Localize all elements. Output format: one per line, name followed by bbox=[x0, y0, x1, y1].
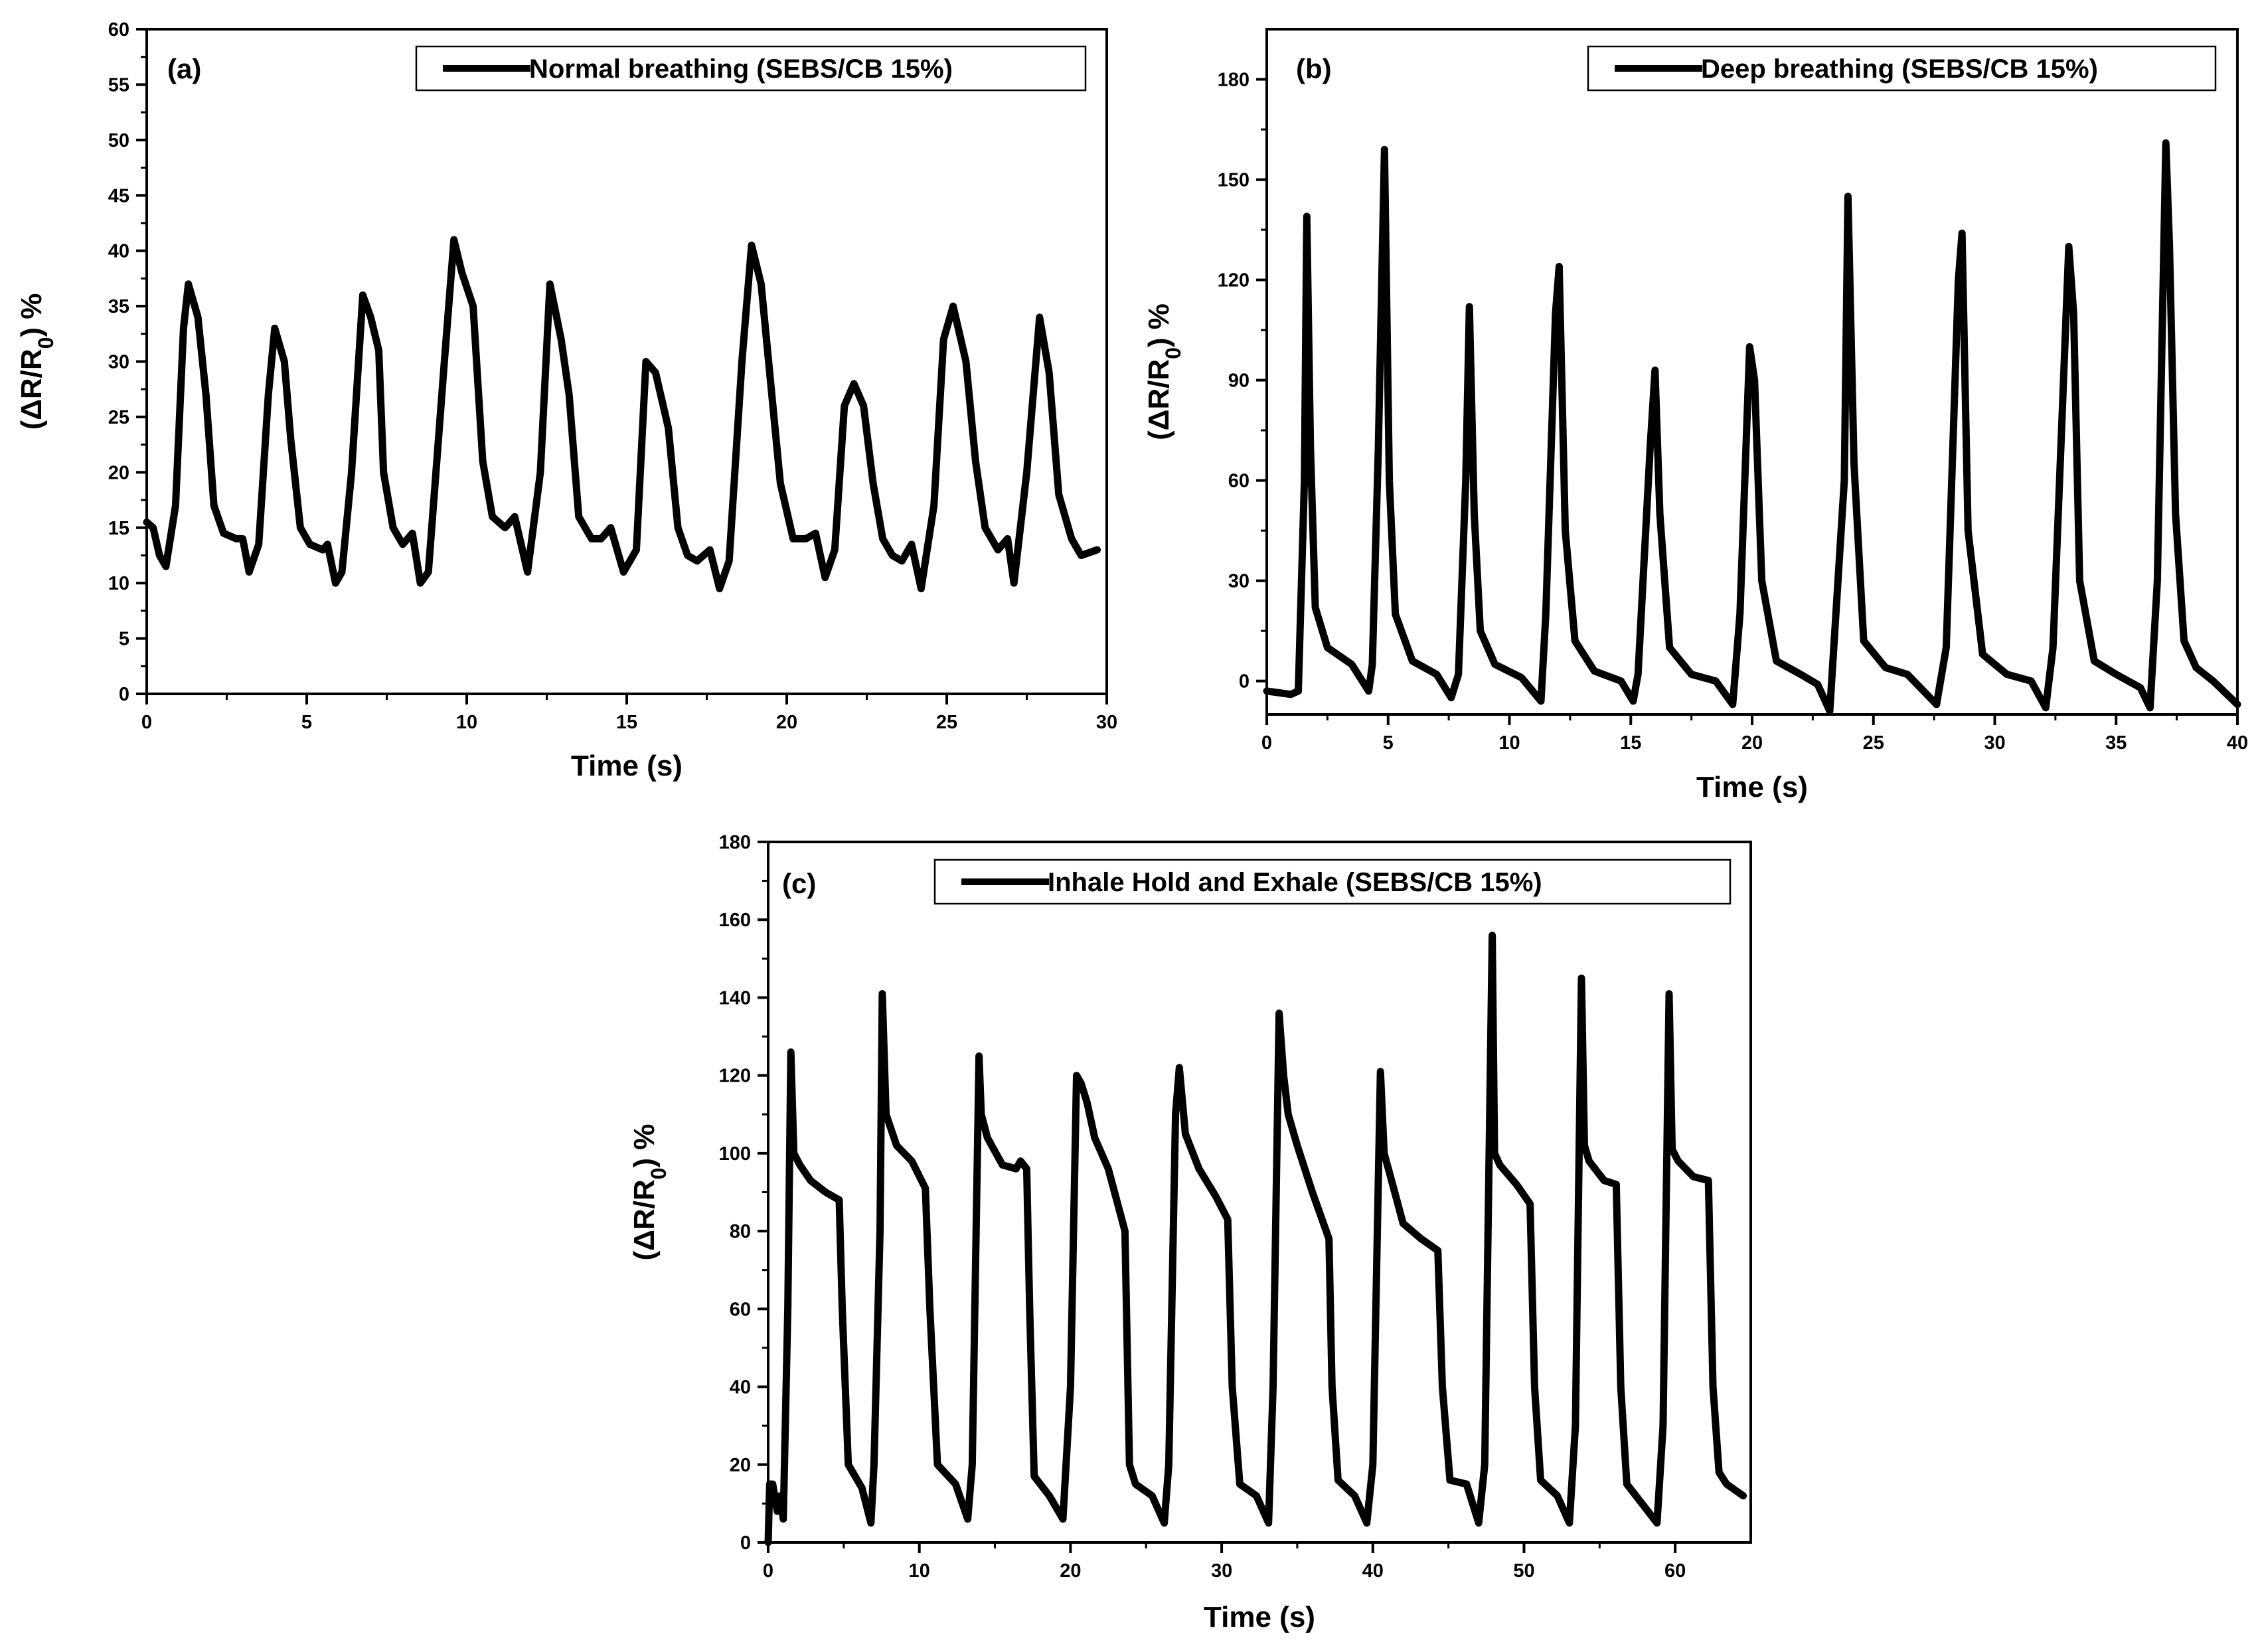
y-axis-title-a-tail: ) % bbox=[15, 293, 48, 337]
y-tick-label-a: 60 bbox=[108, 19, 129, 41]
x-tick-label-b: 25 bbox=[1863, 732, 1884, 754]
panel-label-c: (c) bbox=[782, 868, 816, 899]
x-tick-label-c: 0 bbox=[763, 1560, 773, 1582]
y-tick-label-a: 55 bbox=[108, 74, 129, 96]
y-tick-label-c: 60 bbox=[730, 1299, 751, 1320]
legend-c: Inhale Hold and Exhale (SEBS/CB 15%) bbox=[933, 859, 1732, 905]
x-tick-label-b: 20 bbox=[1741, 732, 1763, 754]
x-tick-label-a: 25 bbox=[936, 712, 957, 733]
x-axis-title-b: Time (s) bbox=[1696, 771, 1808, 803]
y-tick-label-c: 20 bbox=[730, 1455, 751, 1476]
y-tick-label-b: 30 bbox=[1228, 571, 1250, 592]
y-tick-label-b: 90 bbox=[1228, 371, 1250, 392]
y-tick-label-b: 180 bbox=[1218, 70, 1250, 91]
x-tick-label-b: 10 bbox=[1498, 732, 1520, 754]
y-axis-title-a-main: (ΔR/R bbox=[15, 349, 48, 430]
y-axis-title-c-tail: ) % bbox=[628, 1124, 661, 1168]
y-axis-title-c-main: (ΔR/R bbox=[628, 1179, 661, 1260]
y-tick-label-c: 120 bbox=[719, 1066, 751, 1087]
y-tick-label-c: 0 bbox=[740, 1532, 751, 1554]
x-tick-label-a: 10 bbox=[456, 712, 477, 733]
y-tick-label-c: 100 bbox=[719, 1143, 751, 1165]
x-axis-title-a: Time (s) bbox=[571, 750, 683, 782]
x-tick-label-b: 40 bbox=[2227, 732, 2248, 754]
x-tick-label-a: 15 bbox=[616, 712, 637, 733]
y-axis-title-a: (ΔR/R0) % bbox=[15, 293, 58, 430]
y-tick-label-b: 0 bbox=[1239, 671, 1250, 693]
x-tick-label-c: 20 bbox=[1060, 1560, 1081, 1582]
plot-frame-c bbox=[767, 841, 1752, 1544]
panel-label-b: (b) bbox=[1296, 53, 1332, 84]
y-tick-label-a: 50 bbox=[108, 130, 129, 151]
panel-b: 0 5 10 15 20 25 30 35 40 0 30 60 90 120 150 180 (b) Dee… bbox=[1143, 28, 2249, 803]
y-tick-label-a: 10 bbox=[108, 573, 129, 594]
legend-label-a: Normal breathing (SEBS/CB 15%) bbox=[529, 54, 953, 84]
axis-ticks-b: 0 5 10 15 20 25 30 35 40 0 30 60 90 120 150 180 bbox=[1218, 70, 2249, 754]
panel-a: 0 5 10 15 20 25 30 0 5 10 15 20 25 30 35 40 45 50 55 60 (a)… bbox=[15, 19, 1117, 782]
x-tick-label-c: 30 bbox=[1211, 1560, 1232, 1582]
y-axis-title-a-subscript: 0 bbox=[34, 337, 58, 349]
y-tick-label-c: 80 bbox=[730, 1221, 751, 1242]
y-tick-label-a: 45 bbox=[108, 185, 129, 206]
y-tick-label-b: 60 bbox=[1228, 471, 1250, 492]
x-tick-label-b: 15 bbox=[1620, 732, 1641, 754]
axis-ticks-a: 0 5 10 15 20 25 30 0 5 10 15 20 25 30 35 40 45 50 55 60 bbox=[108, 19, 1117, 733]
x-tick-label-b: 5 bbox=[1383, 732, 1394, 754]
x-tick-label-a: 30 bbox=[1096, 712, 1117, 733]
y-tick-label-c: 140 bbox=[719, 987, 751, 1009]
x-tick-label-a: 5 bbox=[301, 712, 312, 733]
y-axis-title-c-subscript: 0 bbox=[647, 1168, 671, 1180]
panel-label-a: (a) bbox=[167, 53, 201, 84]
legend-label-c: Inhale Hold and Exhale (SEBS/CB 15%) bbox=[1048, 868, 1542, 897]
y-axis-title-b-main: (ΔR/R bbox=[1143, 359, 1175, 440]
x-tick-label-c: 60 bbox=[1664, 1560, 1686, 1582]
axis-ticks-c: 0 10 20 30 40 50 60 0 20 40 60 80 100 120 140 160 180 bbox=[719, 832, 1686, 1582]
legend-a: Normal breathing (SEBS/CB 15%) bbox=[415, 45, 1087, 92]
x-tick-label-b: 0 bbox=[1261, 732, 1272, 754]
y-tick-label-a: 15 bbox=[108, 518, 129, 539]
y-axis-title-c: (ΔR/R0) % bbox=[628, 1124, 671, 1261]
y-tick-label-b: 120 bbox=[1218, 270, 1250, 291]
y-tick-label-a: 20 bbox=[108, 462, 129, 483]
y-axis-title-b-tail: ) % bbox=[1143, 303, 1175, 347]
series-line-inhale-hold-exhale bbox=[764, 932, 1747, 1546]
y-tick-label-a: 25 bbox=[108, 407, 129, 428]
y-tick-label-b: 150 bbox=[1218, 170, 1250, 191]
series-line-deep-breathing bbox=[1263, 139, 2241, 715]
y-axis-title-b: (ΔR/R0) % bbox=[1143, 303, 1185, 440]
x-tick-label-a: 0 bbox=[141, 712, 152, 733]
y-tick-label-a: 0 bbox=[119, 684, 129, 705]
x-tick-label-b: 35 bbox=[2105, 732, 2127, 754]
x-axis-title-c: Time (s) bbox=[1204, 1601, 1315, 1633]
x-tick-label-b: 30 bbox=[1984, 732, 2005, 754]
y-tick-label-c: 180 bbox=[719, 832, 751, 853]
x-tick-label-c: 10 bbox=[909, 1560, 930, 1582]
x-tick-label-c: 40 bbox=[1362, 1560, 1384, 1582]
x-tick-label-c: 50 bbox=[1513, 1560, 1534, 1582]
legend-box-c bbox=[933, 859, 1732, 905]
y-tick-label-a: 5 bbox=[119, 629, 129, 650]
legend-b: Deep breathing (SEBS/CB 15%) bbox=[1587, 45, 2217, 92]
y-tick-label-a: 35 bbox=[108, 296, 129, 317]
y-tick-label-a: 30 bbox=[108, 352, 129, 373]
legend-label-b: Deep breathing (SEBS/CB 15%) bbox=[1701, 54, 2098, 84]
y-axis-title-b-subscript: 0 bbox=[1161, 347, 1185, 359]
y-tick-label-c: 160 bbox=[719, 910, 751, 931]
y-tick-label-c: 40 bbox=[730, 1377, 751, 1398]
x-tick-label-a: 20 bbox=[776, 712, 797, 733]
panel-c: 0 10 20 30 40 50 60 0 20 40 60 80 100 120 140 160 180 (c… bbox=[628, 832, 1752, 1633]
y-tick-label-a: 40 bbox=[108, 241, 129, 262]
series-line-normal-breathing bbox=[143, 236, 1101, 592]
